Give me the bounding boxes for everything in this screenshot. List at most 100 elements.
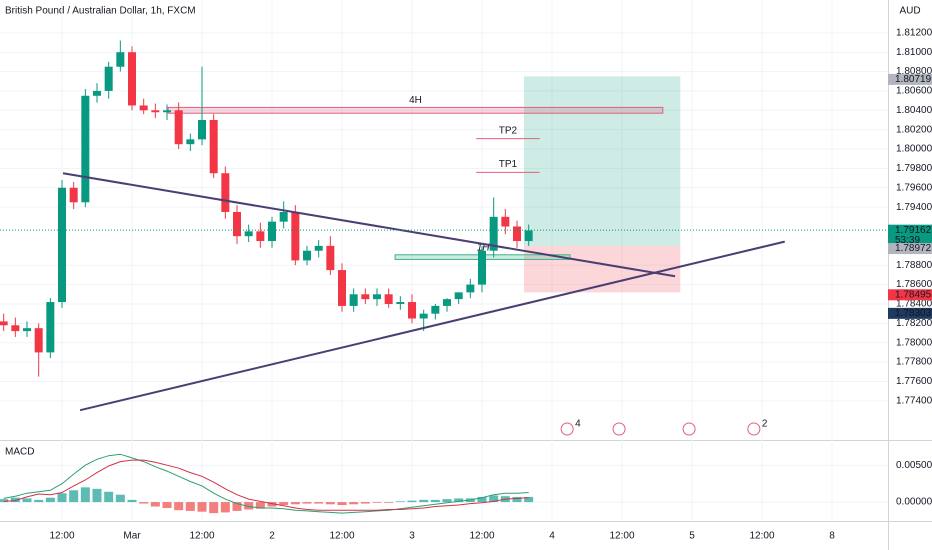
histogram-bar	[139, 502, 149, 504]
y-tick-label: 1.77400	[896, 395, 932, 406]
x-tick-label: Mar	[123, 531, 141, 542]
histogram-bar	[57, 493, 67, 503]
y-tick-label: 0.00000	[896, 497, 932, 508]
candle-body	[46, 302, 55, 353]
candle-body	[128, 52, 137, 106]
candle-body	[163, 110, 172, 113]
x-tick-label: 8	[829, 531, 835, 542]
histogram-bar	[477, 496, 487, 503]
histogram-bar	[302, 502, 312, 504]
candle-body	[501, 216, 510, 227]
currency: AUD	[899, 6, 920, 17]
candle-body	[209, 119, 218, 174]
zone	[167, 106, 664, 114]
histogram-bar	[290, 502, 300, 505]
candle-body	[233, 211, 242, 237]
histogram-bar	[174, 502, 184, 511]
tp-label: TP2	[499, 125, 518, 136]
event-icon	[560, 422, 574, 436]
histogram-bar	[232, 502, 242, 511]
candle-body	[524, 230, 533, 242]
candle-body	[174, 110, 183, 145]
macd-line	[3, 453, 529, 514]
zone-label: 4H	[409, 95, 422, 106]
histogram-bar	[360, 502, 370, 504]
y-tick-label: 1.80600	[896, 86, 932, 97]
y-tick-label: 1.80400	[896, 105, 932, 116]
trendline	[62, 172, 676, 278]
histogram-bar	[69, 490, 79, 503]
histogram-bar	[524, 496, 534, 503]
price-label-box	[888, 224, 932, 247]
histogram-bar	[92, 488, 102, 503]
histogram-bar	[220, 502, 230, 513]
y-tick-label: 1.77600	[896, 376, 932, 387]
event-icon	[682, 422, 696, 436]
histogram-bar	[384, 502, 394, 503]
price-label-box	[888, 307, 932, 319]
candle-body	[151, 110, 160, 113]
candle-body	[23, 328, 32, 332]
candle-body	[198, 119, 207, 140]
candle-body	[513, 226, 522, 242]
candle-body	[314, 245, 323, 251]
histogram-bar	[372, 502, 382, 503]
x-tick-label: 12:00	[329, 531, 354, 542]
y-tick-label: 1.78400	[896, 299, 932, 310]
y-tick-label: 1.80200	[896, 124, 932, 135]
candle-body	[116, 52, 125, 67]
histogram-bar	[255, 502, 265, 509]
histogram-bar	[80, 487, 90, 503]
y-tick-label: 1.81200	[896, 27, 932, 38]
y-tick-label: 1.78200	[896, 318, 932, 329]
histogram-bar	[197, 502, 207, 512]
histogram-bar	[150, 502, 160, 507]
x-tick-label: 3	[409, 531, 415, 542]
price-label: 1.79162	[895, 225, 932, 236]
candle-body	[244, 231, 253, 237]
event-count: 2	[762, 419, 768, 430]
symbol-title: British Pound / Australian Dollar, 1h, F…	[5, 6, 196, 17]
zone-label: 1H	[477, 242, 491, 253]
macd-line	[3, 459, 529, 511]
x-tick-label: 12:00	[469, 531, 494, 542]
price-label-box	[888, 73, 932, 85]
histogram-bar	[419, 499, 429, 503]
candle-body	[256, 231, 265, 242]
histogram-bar	[407, 500, 417, 503]
histogram-bar	[454, 498, 464, 503]
candle-body	[291, 211, 300, 261]
histogram-bar	[325, 502, 335, 505]
histogram-bar	[349, 502, 359, 505]
price-label: 1.78303	[895, 308, 932, 319]
candle-body	[373, 294, 382, 300]
y-tick-label: 1.77800	[896, 357, 932, 368]
y-tick-label: 1.79800	[896, 163, 932, 174]
histogram-bar	[314, 502, 324, 504]
histogram-bar	[10, 497, 20, 503]
candle-body	[34, 328, 43, 353]
price-label: 1.78495	[895, 289, 932, 300]
candle-body	[408, 302, 417, 319]
x-tick-label: 4	[549, 531, 555, 542]
candle-body	[268, 221, 277, 242]
histogram-bar	[489, 495, 499, 503]
candle-body	[69, 187, 78, 203]
histogram-bar	[185, 502, 195, 511]
histogram-bar	[267, 502, 277, 507]
candle-body	[58, 187, 67, 303]
y-tick-label: 1.79600	[896, 182, 932, 193]
candle-body	[104, 66, 113, 91]
histogram-bar	[395, 501, 405, 503]
x-tick-label: 12:00	[49, 531, 74, 542]
tp-label: TP1	[499, 159, 518, 170]
histogram-bar	[430, 499, 440, 503]
y-tick-label: 1.79400	[896, 202, 932, 213]
candle-body	[478, 250, 487, 285]
candle-body	[384, 294, 393, 304]
y-tick-label: 0.00500	[896, 460, 932, 471]
y-tick-label: 1.78000	[896, 337, 932, 348]
candle-body	[221, 173, 230, 212]
price-label: 1.80719	[895, 74, 932, 85]
